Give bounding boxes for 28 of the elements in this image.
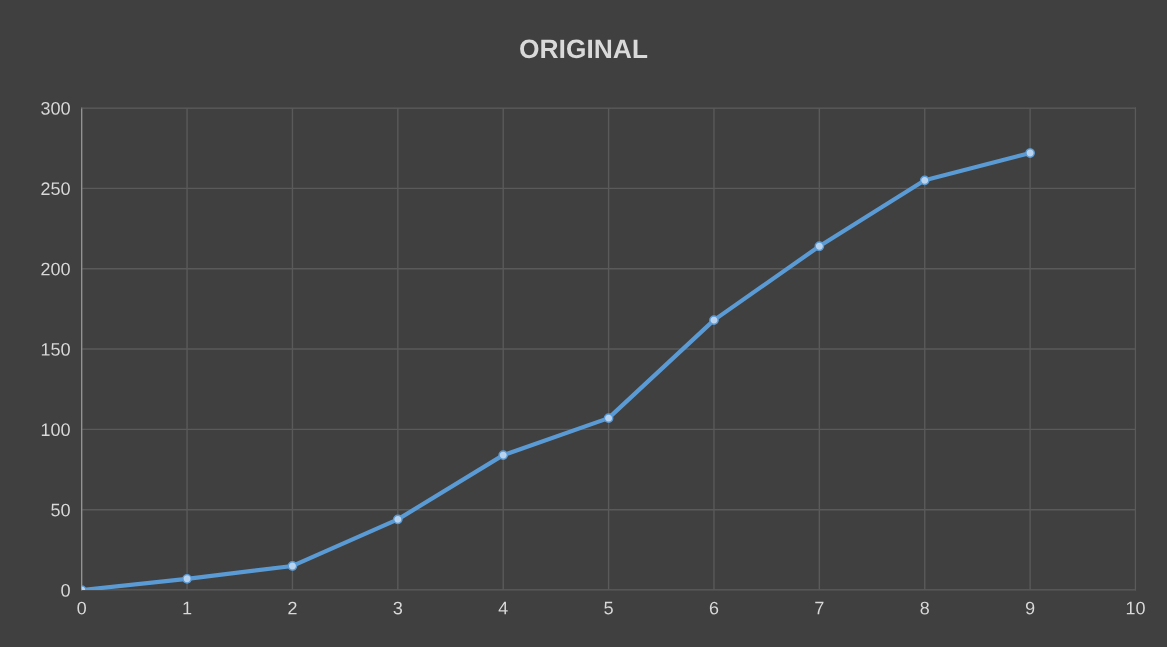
x-tick-label: 8	[920, 601, 929, 615]
point	[709, 315, 719, 325]
y-tick-label: 50	[51, 503, 70, 517]
y-tick-label: 300	[41, 101, 70, 115]
point	[182, 573, 192, 584]
x-tick-label: 7	[815, 601, 824, 615]
point	[392, 514, 403, 525]
x-tick-label: 2	[288, 601, 297, 615]
x-tick-label: 10	[1126, 601, 1145, 615]
point	[498, 450, 509, 460]
x-tick-label: 0	[77, 601, 86, 615]
y-tick-label: 100	[41, 423, 70, 437]
point	[287, 561, 298, 571]
y-tick-label: 200	[41, 262, 70, 276]
x-tick-label: 1	[183, 601, 192, 615]
chart-title: ORIGINAL	[520, 39, 648, 59]
x-tick-label: 6	[709, 601, 719, 615]
point	[919, 175, 930, 186]
point	[1025, 148, 1035, 158]
x-tick-label: 9	[1025, 601, 1035, 615]
y-tick-label: 250	[41, 182, 70, 196]
point	[814, 241, 825, 252]
y-tick-label: 0	[61, 584, 70, 597]
x-tick-label: 4	[498, 601, 508, 615]
point	[603, 413, 614, 424]
x-tick-label: 5	[604, 601, 613, 615]
x-tick-label: 3	[393, 601, 403, 615]
y-tick-label: 150	[41, 342, 70, 356]
